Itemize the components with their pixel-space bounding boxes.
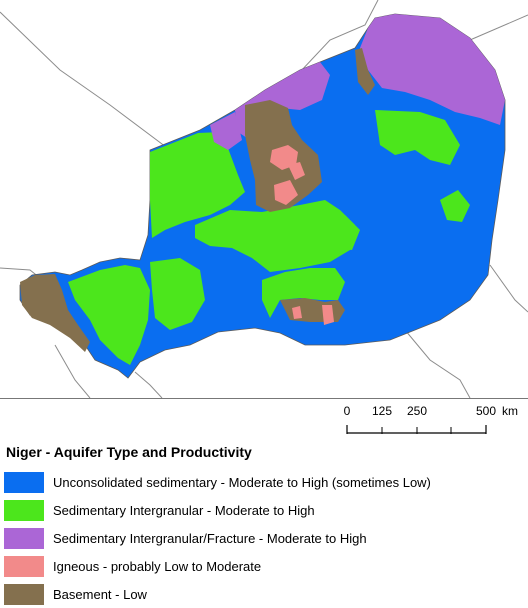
sedimentary-intergranular-zone [68, 110, 470, 365]
scale-tick-label-125: 125 [371, 404, 393, 418]
basement-region-liptako [20, 274, 90, 352]
legend-swatch-sedimentary-fracture [4, 527, 44, 549]
basement-region-zinder [280, 298, 345, 322]
green-region-mid [325, 215, 360, 250]
map-frame [0, 0, 528, 399]
green-region-east-strip [375, 110, 460, 165]
legend-item-unconsolidated: Unconsolidated sedimentary - Moderate to… [4, 468, 524, 496]
border-algeria-mali [0, 11, 171, 151]
scale-bar-graphic [346, 425, 487, 434]
igneous-region-south-2 [292, 306, 302, 319]
legend-swatch-igneous [4, 555, 44, 577]
legend-label-basement: Basement - Low [53, 586, 147, 602]
border-benin-nigeria [134, 371, 163, 398]
green-region-west [150, 132, 245, 238]
border-nigeria-chad [404, 329, 471, 398]
igneous-region-air-3 [288, 162, 305, 180]
legend-item-sedimentary-intergranular: Sedimentary Intergranular - Moderate to … [4, 496, 524, 524]
legend: Niger - Aquifer Type and Productivity Un… [4, 444, 524, 608]
legend-label-sedimentary-intergranular: Sedimentary Intergranular - Moderate to … [53, 502, 315, 518]
igneous-zone [270, 145, 334, 325]
green-region-south [262, 268, 345, 318]
legend-label-sedimentary-fracture: Sedimentary Intergranular/Fracture - Mod… [53, 530, 367, 546]
border-burkina-benin [54, 344, 91, 398]
legend-item-igneous: Igneous - probably Low to Moderate [4, 552, 524, 580]
neighbor-borders [0, 0, 528, 398]
green-region-central [195, 200, 355, 272]
legend-swatch-basement [4, 583, 44, 605]
purple-region-northeast [360, 14, 505, 125]
scale-tick-label-500: 500 [475, 404, 497, 418]
igneous-region-air-2 [274, 180, 298, 205]
green-region-southcentral [150, 258, 205, 330]
legend-item-basement: Basement - Low [4, 580, 524, 608]
legend-swatch-sedimentary-intergranular [4, 499, 44, 521]
scale-unit-label: km [502, 404, 518, 418]
scale-tick-label-0: 0 [343, 404, 351, 418]
scale-tick-label-250: 250 [406, 404, 428, 418]
legend-label-igneous: Igneous - probably Low to Moderate [53, 558, 262, 574]
legend-label-unconsolidated: Unconsolidated sedimentary - Moderate to… [53, 474, 431, 490]
igneous-region-air-1 [270, 145, 298, 170]
igneous-region-south-1 [322, 305, 334, 325]
purple-region-aux [210, 112, 242, 150]
green-region-southwest [68, 265, 150, 365]
niger-map [0, 0, 528, 398]
basement-region-north [355, 48, 375, 95]
green-region-east-patch [440, 190, 470, 222]
legend-item-sedimentary-fracture: Sedimentary Intergranular/Fracture - Mod… [4, 524, 524, 552]
legend-title: Niger - Aquifer Type and Productivity [6, 444, 252, 460]
border-algeria-libya [299, 0, 379, 73]
border-libya-chad [469, 14, 528, 41]
border-chad-east [489, 264, 528, 313]
legend-swatch-unconsolidated [4, 471, 44, 493]
scale-bar: 0 125 250 500 km [340, 404, 528, 440]
